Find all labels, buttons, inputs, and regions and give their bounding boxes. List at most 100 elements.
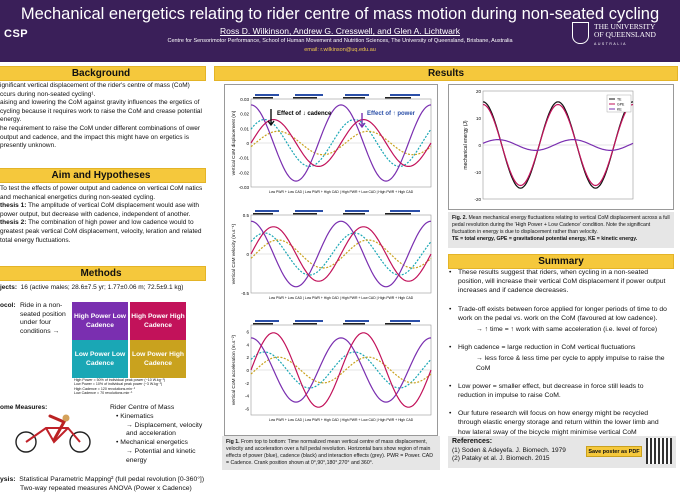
summary-subitem: → ↑ time = ↑ work with same acceleration… <box>476 326 658 334</box>
condition-hp-lc: High Power Low Cadence <box>72 302 128 340</box>
y-tick-label: 0.01 <box>240 126 249 131</box>
series-line <box>250 351 432 389</box>
y-axis-label: vertical CoM velocity (m.s⁻¹) <box>231 223 237 284</box>
power-arrow-icon <box>358 113 366 129</box>
series-line <box>250 104 432 182</box>
legend-label: TE <box>617 98 622 102</box>
fig1-caption: Fig 1. From top to bottom: Time normaliz… <box>222 436 440 470</box>
condition-lp-hc: Low Power High Cadence <box>130 340 186 378</box>
methods-notes: High Power = 50% of individual peak powe… <box>74 378 165 396</box>
references-box: References: (1) Soden & Adeyefa. J. Biom… <box>448 436 676 468</box>
poster-authors[interactable]: Ross D. Wilkinson, Andrew G. Cresswell, … <box>220 26 460 36</box>
series-line <box>250 239 432 269</box>
poster-institution: Centre for Sensorimotor Performance, Sch… <box>167 38 513 44</box>
y-tick-label: 0.03 <box>240 97 249 102</box>
series-line <box>250 356 432 384</box>
power-effect-bar <box>255 94 279 96</box>
background-heading: Background <box>0 66 206 81</box>
series-line <box>250 337 432 403</box>
methods-protocol-label: ocol: <box>0 302 16 309</box>
summary-item: These results suggest that riders, when … <box>448 268 672 296</box>
summary-heading: Summary <box>448 254 674 269</box>
background-text: ignificant vertical displacement of the … <box>0 82 202 150</box>
y-tick-label: 0.02 <box>240 112 249 117</box>
cadence-effect-bar <box>293 97 317 99</box>
y-tick-label: 0 <box>478 143 481 148</box>
power-annotation: Effect of ↑ power <box>367 111 416 117</box>
uq-logo: THE UNIVERSITY OF QUEENSLAND AUSTRALIA <box>572 22 674 56</box>
y-axis-label: vertical CoM displacement (m) <box>231 110 237 175</box>
methods-analysis: ysis: Statistical Parametric Mapping² (f… <box>0 476 205 492</box>
summary-list: These results suggest that riders, when … <box>448 268 672 455</box>
cadence-effect-bar <box>385 213 411 215</box>
summary-subitem: → less force & less time per cycle to ap… <box>476 355 665 372</box>
y-tick-label: -2 <box>245 381 249 386</box>
cadence-effect-bar <box>385 323 411 325</box>
chart-legend: Low PWR + Low CAD | Low PWR + High CAD |… <box>269 296 414 300</box>
y-tick-label: 20 <box>476 89 482 94</box>
cadence-effect-bar <box>253 323 273 325</box>
fig2-panel: 20 10 0 -10 -20 mechanical energy (J) TE GPE KE <box>448 84 674 210</box>
summary-item: Low power = smaller effect, but decrease… <box>448 382 672 400</box>
power-effect-bar <box>390 94 420 96</box>
power-effect-bar <box>345 210 369 212</box>
outcome-label: ome Measures: <box>0 404 48 411</box>
power-effect-bar <box>390 320 420 322</box>
legend-label: KE <box>617 108 622 112</box>
power-effect-bar <box>295 210 323 212</box>
y-axis-label: vertical CoM acceleration (m.s⁻²) <box>231 334 237 405</box>
y-tick-label: -6 <box>245 407 249 412</box>
outcome-measures: Rider Centre of Mass • Kinematics → Disp… <box>110 404 203 464</box>
qr-code-icon[interactable] <box>646 438 672 464</box>
uq-crest-icon <box>572 22 589 44</box>
series-line <box>250 119 432 167</box>
chart-legend: Low PWR + Low CAD | Low PWR + High CAD |… <box>269 418 414 422</box>
power-effect-bar <box>295 94 323 96</box>
y-tick-label: 10 <box>476 116 482 121</box>
y-tick-label: -10 <box>474 170 481 175</box>
save-pdf-button[interactable]: Save poster as PDF <box>586 446 642 457</box>
cadence-arrow-icon <box>267 109 275 127</box>
series-line <box>482 139 634 151</box>
fig1-chart: 0.03 0.02 0.01 0 -0.01 -0.02 -0.03 vertical CoM… <box>231 94 432 422</box>
power-effect-bar <box>345 320 369 322</box>
y-tick-label: -0.03 <box>239 185 250 190</box>
power-effect-bar <box>390 210 420 212</box>
cyclist-illustration <box>15 414 91 453</box>
cadence-effect-bar <box>343 97 365 99</box>
aims-text: To test the effects of power output and … <box>0 185 203 244</box>
methods-protocol: Ride in a non-seated position under four… <box>20 302 66 335</box>
cadence-annotation: Effect of ↓ cadence <box>277 111 332 117</box>
y-tick-label: -20 <box>474 197 481 202</box>
y-tick-label: -0.01 <box>239 156 250 161</box>
summary-item: Trade-off exists between force applied f… <box>448 305 672 323</box>
methods-subjects: jects: 16 (active males; 28.6±7.5 yr; 1.… <box>0 284 184 291</box>
power-effect-bar <box>345 94 369 96</box>
poster-title: Mechanical energetics relating to rider … <box>20 5 660 23</box>
condition-lp-lc: Low Power Low Cadence <box>72 340 128 378</box>
cadence-effect-bar <box>253 213 273 215</box>
y-axis-label: mechanical energy (J) <box>463 120 469 170</box>
y-tick-label: 0.5 <box>243 213 250 218</box>
series-line <box>250 220 432 288</box>
poster-email[interactable]: email: r.wilkinson@uq.edu.au <box>304 47 376 53</box>
fig2-caption: Fig. 2. Mean mechanical energy fluctuati… <box>448 212 674 248</box>
cadence-effect-bar <box>343 213 365 215</box>
poster-header: Mechanical energetics relating to rider … <box>0 0 680 62</box>
legend-label: GPE <box>617 103 625 107</box>
y-tick-label: -0.5 <box>241 291 249 296</box>
series-line <box>250 332 432 408</box>
y-tick-label: 2 <box>246 355 249 360</box>
summary-item: High cadence = large reduction in CoM ve… <box>448 343 672 352</box>
series-line <box>250 119 432 167</box>
power-effect-bar <box>255 320 279 322</box>
cadence-effect-bar <box>385 97 411 99</box>
power-effect-bar <box>255 210 279 212</box>
methods-heading: Methods <box>0 266 206 281</box>
series-line <box>482 103 634 187</box>
y-tick-label: 4 <box>246 342 249 347</box>
cadence-effect-bar <box>293 213 317 215</box>
fig1-panel: 0.03 0.02 0.01 0 -0.01 -0.02 -0.03 vertical CoM… <box>224 84 438 436</box>
y-tick-label: 0 <box>246 368 249 373</box>
